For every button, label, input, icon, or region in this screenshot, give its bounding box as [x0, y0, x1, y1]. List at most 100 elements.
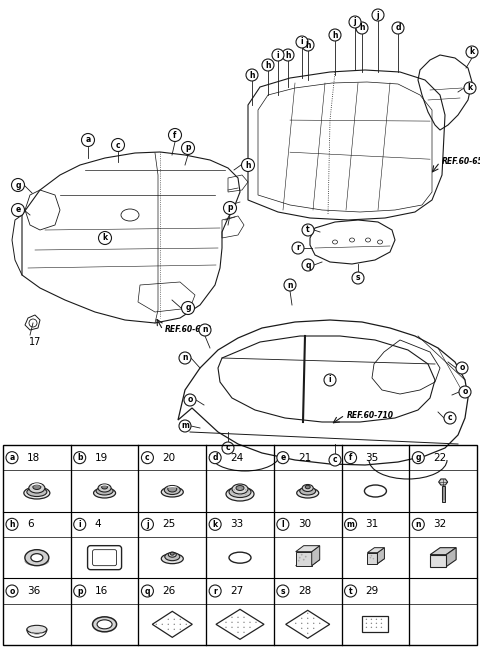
Circle shape [168, 623, 169, 625]
Text: 6: 6 [27, 519, 34, 529]
Text: j: j [354, 17, 356, 27]
Circle shape [262, 59, 274, 71]
Text: h: h [265, 60, 271, 69]
Circle shape [162, 623, 163, 625]
Text: i: i [276, 51, 279, 60]
Circle shape [376, 627, 377, 628]
Text: g: g [15, 181, 21, 189]
Circle shape [345, 518, 357, 530]
Text: f: f [349, 453, 352, 462]
Circle shape [392, 22, 404, 34]
Text: 28: 28 [298, 586, 311, 596]
Ellipse shape [305, 485, 310, 489]
Polygon shape [439, 479, 448, 485]
Circle shape [12, 203, 24, 216]
Polygon shape [446, 548, 456, 566]
Text: c: c [333, 456, 337, 465]
Circle shape [249, 627, 251, 628]
Text: e: e [15, 205, 21, 214]
Polygon shape [367, 559, 384, 564]
Circle shape [284, 279, 296, 291]
Circle shape [199, 324, 211, 336]
Circle shape [381, 623, 382, 624]
Text: c: c [116, 141, 120, 150]
Polygon shape [377, 548, 384, 564]
Text: REF.60-640: REF.60-640 [165, 325, 212, 334]
Circle shape [292, 242, 304, 254]
Circle shape [352, 272, 364, 284]
Circle shape [366, 623, 367, 624]
Circle shape [231, 491, 233, 492]
Circle shape [181, 141, 194, 154]
Circle shape [239, 494, 241, 496]
Circle shape [299, 557, 300, 559]
Text: p: p [227, 203, 233, 213]
Circle shape [168, 619, 169, 620]
Text: o: o [459, 364, 465, 373]
Circle shape [6, 585, 18, 597]
Circle shape [319, 623, 321, 624]
Circle shape [180, 619, 181, 620]
Ellipse shape [161, 553, 183, 564]
Circle shape [381, 627, 382, 628]
Ellipse shape [33, 485, 41, 489]
Circle shape [305, 556, 307, 557]
Polygon shape [296, 546, 320, 551]
Ellipse shape [31, 553, 43, 562]
Text: REF.60-651: REF.60-651 [442, 157, 480, 167]
Circle shape [249, 621, 251, 623]
Circle shape [329, 29, 341, 41]
Ellipse shape [24, 487, 50, 499]
Text: 17: 17 [29, 337, 41, 347]
Text: 18: 18 [27, 453, 40, 463]
Circle shape [209, 585, 221, 597]
Ellipse shape [98, 484, 111, 492]
Text: 36: 36 [27, 586, 40, 596]
Text: s: s [356, 273, 360, 283]
Text: 32: 32 [433, 519, 446, 529]
Text: 22: 22 [433, 453, 446, 463]
Ellipse shape [93, 617, 117, 632]
Text: h: h [9, 520, 15, 529]
Circle shape [464, 82, 476, 94]
Ellipse shape [97, 620, 112, 629]
Text: s: s [281, 586, 285, 596]
Text: i: i [300, 38, 303, 47]
Text: c: c [226, 443, 230, 452]
Circle shape [412, 518, 424, 530]
Text: d: d [212, 453, 218, 462]
Text: r: r [213, 586, 217, 596]
Text: 30: 30 [298, 519, 311, 529]
Text: REF.60-710: REF.60-710 [347, 410, 394, 419]
Circle shape [371, 619, 372, 620]
Circle shape [376, 623, 377, 624]
Circle shape [376, 619, 377, 620]
Circle shape [301, 623, 302, 624]
Text: 20: 20 [162, 453, 176, 463]
Circle shape [329, 454, 341, 466]
Circle shape [186, 623, 187, 625]
Circle shape [225, 621, 227, 623]
Circle shape [456, 362, 468, 374]
Circle shape [225, 627, 227, 628]
Text: b: b [77, 453, 83, 462]
Text: 4: 4 [95, 519, 101, 529]
Text: 25: 25 [162, 519, 176, 529]
Text: 33: 33 [230, 519, 243, 529]
Text: j: j [146, 520, 149, 529]
Circle shape [302, 224, 314, 236]
Circle shape [370, 557, 371, 559]
Circle shape [243, 617, 245, 618]
Circle shape [180, 629, 181, 630]
Ellipse shape [27, 625, 47, 633]
Circle shape [231, 627, 233, 628]
Circle shape [295, 623, 297, 624]
Circle shape [174, 623, 175, 625]
Text: 29: 29 [366, 586, 379, 596]
Text: i: i [329, 375, 331, 384]
Text: n: n [182, 354, 188, 362]
Text: h: h [285, 51, 291, 60]
Circle shape [366, 619, 367, 620]
Ellipse shape [96, 487, 113, 495]
Text: h: h [332, 30, 338, 40]
